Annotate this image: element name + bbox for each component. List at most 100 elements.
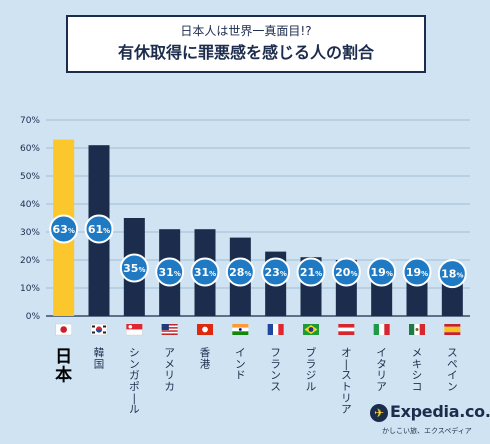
svg-text:メ: メ (164, 358, 175, 370)
svg-text:リ: リ (341, 392, 352, 404)
y-tick-label: 30% (20, 228, 40, 238)
value-badge (225, 257, 255, 287)
brand-tagline: かしこい旅、エクスペディア (382, 427, 472, 435)
y-tick-label: 10% (20, 284, 40, 294)
svg-text:シ: シ (412, 370, 423, 382)
value-badge (155, 257, 185, 287)
data-label: 35% (123, 262, 145, 275)
korea-flag (90, 323, 108, 336)
svg-text:リ: リ (164, 370, 175, 382)
svg-text:イ: イ (376, 347, 387, 359)
svg-text:リ: リ (376, 370, 387, 382)
mexico-flag (409, 324, 425, 335)
data-label: 31% (194, 266, 216, 279)
svg-text:ジ: ジ (306, 370, 317, 382)
svg-text:ア: ア (164, 347, 175, 359)
svg-text:ン: ン (447, 381, 458, 393)
value-badge (84, 214, 114, 244)
y-tick-label: 40% (20, 200, 40, 210)
svg-text:ポ: ポ (129, 381, 140, 393)
data-label: 18% (441, 268, 463, 281)
svg-text:港: 港 (200, 358, 211, 370)
svg-text:メ: メ (412, 347, 423, 359)
singapore-flag (126, 324, 143, 336)
svg-text:ル: ル (306, 381, 317, 393)
data-label: 21% (300, 266, 322, 279)
svg-text:国: 国 (94, 358, 105, 370)
x-tick-label: 韓国 (94, 347, 105, 370)
svg-text:ブ: ブ (306, 346, 317, 359)
value-badge (49, 214, 79, 244)
italy-flag (373, 324, 390, 335)
x-tick-label: インド (235, 347, 246, 382)
usa-flag (161, 324, 178, 335)
svg-text:イ: イ (235, 347, 246, 359)
svg-text:タ: タ (376, 358, 387, 370)
chart-subtitle: 日本人は世界一真面目!? (180, 24, 312, 38)
svg-text:ラ: ラ (270, 358, 281, 370)
plane-icon: ✈ (370, 404, 388, 422)
svg-text:|: | (345, 358, 349, 370)
svg-text:ペ: ペ (447, 358, 458, 370)
data-label: 19% (406, 266, 428, 279)
data-label: 31% (159, 266, 181, 279)
svg-text:ン: ン (270, 370, 281, 382)
data-label: 61% (88, 223, 110, 236)
y-tick-label: 70% (20, 116, 40, 126)
data-label: 63% (53, 223, 75, 236)
hong-kong-flag (197, 324, 213, 335)
svg-text:ス: ス (447, 347, 458, 359)
svg-text:|: | (133, 392, 137, 404)
chart-title: 有休取得に罪悪感を感じる人の割合 (117, 43, 374, 62)
svg-text:ス: ス (270, 381, 281, 393)
data-label: 23% (265, 266, 287, 279)
y-tick-label: 50% (20, 172, 40, 182)
svg-text:ト: ト (341, 381, 352, 393)
x-tick-label: 日本 (55, 347, 72, 385)
brand-name: Expedia.co.jp (390, 402, 490, 421)
y-tick-label: 0% (26, 312, 41, 322)
svg-text:ド: ド (235, 370, 246, 382)
india-flag (232, 324, 249, 335)
svg-text:キ: キ (412, 358, 423, 370)
value-badge (331, 257, 361, 287)
brazil-flag (303, 324, 319, 335)
data-label: 28% (229, 266, 251, 279)
svg-text:フ: フ (270, 347, 281, 359)
japan-flag (55, 323, 72, 336)
value-badge (190, 257, 220, 287)
svg-text:ラ: ラ (306, 358, 317, 370)
france-flag (267, 324, 284, 335)
svg-text:本: 本 (55, 365, 72, 386)
y-tick-label: 60% (20, 144, 40, 154)
svg-text:イ: イ (447, 370, 458, 382)
svg-text:ン: ン (129, 358, 140, 370)
spain-flag (444, 324, 461, 335)
svg-text:オ: オ (341, 347, 352, 359)
chart-title-box: 日本人は世界一真面目!? 有休取得に罪悪感を感じる人の割合 (66, 15, 426, 73)
svg-text:日: 日 (55, 347, 72, 367)
expedia-logo: ✈ Expedia.co.jp かしこい旅、エクスペディア (370, 402, 490, 440)
value-badge (296, 257, 326, 287)
svg-text:ア: ア (376, 381, 387, 393)
y-tick-label: 20% (20, 256, 40, 266)
svg-text:カ: カ (164, 381, 175, 393)
svg-text:ン: ン (235, 358, 246, 370)
data-label: 19% (371, 266, 393, 279)
value-badge (367, 257, 397, 287)
value-badge (261, 257, 291, 287)
value-badge (119, 253, 149, 283)
svg-text:コ: コ (412, 381, 423, 393)
austria-flag (338, 324, 355, 335)
svg-text:ス: ス (341, 370, 352, 382)
data-label: 20% (335, 266, 357, 279)
